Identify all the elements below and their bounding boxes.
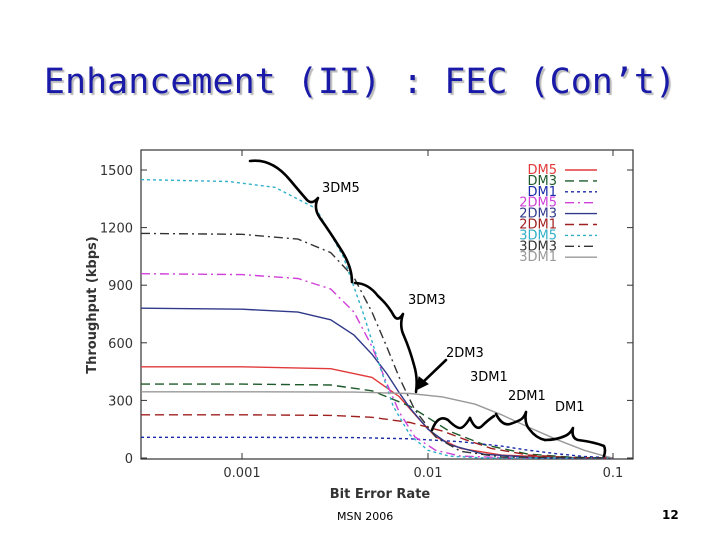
series-line-3dm5: [140, 178, 613, 459]
brace-small-1: [430, 416, 472, 432]
series-line-dm1: [141, 436, 614, 459]
legend-label-dm1: DM1: [528, 185, 558, 200]
brace-dm1: [543, 426, 607, 458]
y-tick-label: 300: [108, 394, 133, 409]
arrow-2dm3: [419, 358, 448, 386]
annotation-label-2dm1: 2DM1: [508, 389, 546, 404]
series-line-3dm1: [141, 391, 614, 459]
brace-2dm1: [494, 410, 547, 442]
series-line-dm3: [141, 383, 614, 459]
x-tick-label: 0.01: [414, 466, 443, 481]
series-line-3dm3: [140, 232, 614, 459]
annotation-label-3dm1: 3DM1: [470, 370, 508, 385]
legend-label-3dm3: 3DM3: [519, 239, 557, 254]
x-tick-label: 0.001: [223, 466, 260, 481]
legend-label-3dm5: 3DM5: [519, 228, 557, 243]
y-tick-label: 600: [108, 337, 133, 352]
legend-label-3dm1: 3DM1: [519, 250, 557, 265]
annotation-label-2dm3: 2DM3: [446, 346, 484, 361]
annotation-label-3dm3: 3DM3: [408, 293, 446, 308]
chart-image-background: [78, 140, 634, 510]
y-axis-title: Throughput (kbps): [85, 236, 100, 373]
y-tick-label: 0: [125, 452, 133, 467]
annotation-label-3dm5: 3DM5: [322, 181, 360, 196]
legend-label-dm5: DM5: [528, 163, 558, 178]
series-line-2dm5: [140, 273, 613, 459]
x-tick-label: 0.1: [603, 466, 624, 481]
series-line-2dm1: [141, 414, 614, 459]
series-line-2dm3: [140, 307, 613, 459]
annotation-label-dm1: DM1: [555, 400, 585, 415]
x-axis-title: Bit Error Rate: [330, 487, 431, 502]
y-tick-label: 900: [108, 279, 133, 294]
legend-label-dm3: DM3: [528, 174, 558, 189]
legend-label-2dm1: 2DM1: [519, 218, 557, 233]
series-lines: [140, 178, 614, 459]
annotation-braces: [248, 159, 607, 458]
page-number: 12: [662, 508, 679, 522]
arrow-head-icon: [415, 376, 429, 391]
slide-title: Enhancement (II) : FEC (Con’t): [43, 62, 677, 102]
legend-label-2dm5: 2DM5: [519, 196, 557, 211]
y-tick-label: 1500: [100, 164, 133, 179]
plot-frame: [140, 149, 634, 460]
legend-label-2dm3: 2DM3: [519, 207, 557, 222]
axis-ticks: 0 300 600 900 1200 1500 0.001 0.01 0.1: [100, 150, 633, 481]
brace-3dm3: [353, 281, 418, 394]
footer-conference: MSN 2006: [337, 510, 394, 523]
y-tick-label: 1200: [100, 222, 133, 237]
brace-3dm5: [248, 159, 354, 284]
brace-3dm1: [468, 414, 496, 430]
